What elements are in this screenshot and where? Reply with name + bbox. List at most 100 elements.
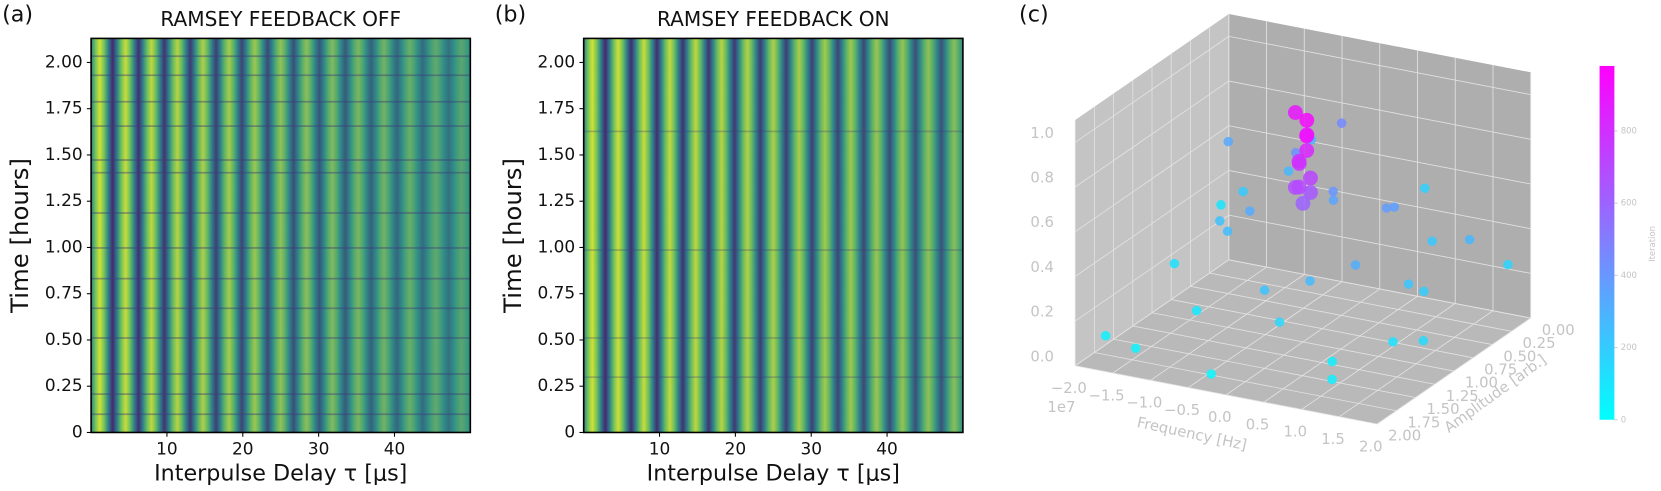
heatmap-streak	[91, 55, 471, 58]
y-tick-label: 2.00	[537, 51, 575, 71]
data-point	[1238, 186, 1248, 197]
x-tick-label: −0.5	[1164, 402, 1200, 419]
data-point	[1130, 343, 1141, 354]
colorbar-tick-label: 800	[1621, 125, 1637, 135]
data-point	[1206, 369, 1216, 379]
data-point	[1305, 276, 1315, 286]
heatmap-streak	[583, 376, 963, 379]
grid-line	[1151, 312, 1454, 372]
grid-line	[1074, 125, 1230, 233]
y-tick-label: 1.25	[537, 190, 575, 210]
y-tick-label: 2.00	[45, 51, 83, 71]
data-point	[1303, 170, 1318, 186]
x-tick-label: −1.5	[1089, 387, 1125, 404]
data-point	[1259, 285, 1270, 295]
x-tick-label: 10	[156, 438, 178, 458]
y-tick-label: 0	[564, 421, 575, 441]
data-point	[1283, 166, 1294, 176]
x-tick-label: −2.0	[1051, 380, 1087, 397]
heatmap-streak	[91, 413, 471, 416]
y-tick-label: 0	[72, 421, 83, 441]
data-point	[1389, 202, 1400, 212]
heatmap-streak	[91, 159, 471, 161]
grid-line	[1171, 299, 1474, 359]
data-point	[1223, 136, 1234, 147]
data-point	[1420, 183, 1430, 194]
x-tick-label: 20	[725, 438, 747, 458]
grid-line	[1075, 365, 1378, 425]
panel-label: (b)	[495, 2, 526, 28]
heatmap-streak	[583, 337, 963, 339]
data-point	[1403, 279, 1414, 289]
data-point	[1418, 336, 1429, 346]
y-tick-label: 1.50	[537, 144, 575, 164]
heatmap-streak	[583, 249, 963, 251]
x-axis-label: Interpulse Delay τ [μs]	[154, 460, 407, 486]
data-point	[1299, 143, 1315, 158]
data-point	[1191, 305, 1202, 316]
data-point	[1503, 259, 1513, 270]
data-point	[1327, 374, 1337, 385]
x-tick-label: 0.5	[1246, 416, 1270, 433]
data-point	[1381, 203, 1392, 213]
data-point	[1274, 317, 1285, 327]
grid-line	[1228, 35, 1531, 96]
y-tick-label: 0.25	[1523, 335, 1556, 352]
x-tick-label: 40	[876, 438, 898, 458]
y-tick-label: 1.25	[1446, 388, 1479, 405]
heatmap-streak	[91, 373, 471, 375]
data-point	[1464, 234, 1475, 245]
x-tick-label: 20	[232, 438, 254, 458]
y-tick-label: 0.00	[1542, 322, 1575, 339]
y-tick-label: 1.50	[45, 144, 83, 164]
y-axis-label: Time [hours]	[5, 158, 34, 314]
grid-line	[1074, 259, 1230, 367]
data-point	[1419, 286, 1429, 297]
y-tick-label: 1.00	[45, 236, 83, 256]
heatmap-streak	[91, 74, 471, 77]
x-tick-label: −1.0	[1126, 395, 1162, 412]
z-tick-label: 0.6	[1030, 214, 1054, 231]
heatmap-streak	[91, 307, 471, 310]
grid-line	[1132, 325, 1435, 385]
heatmap-streak	[91, 100, 471, 103]
colorbar-label: Iteration	[1647, 226, 1657, 262]
data-point	[1291, 153, 1307, 169]
grid-line	[1113, 338, 1416, 398]
y-tick-label: 0.25	[537, 375, 575, 395]
x-tick-label: 40	[384, 438, 406, 458]
y-axis-label: Time [hours]	[498, 158, 527, 314]
plot-frame	[582, 37, 964, 434]
data-point	[1328, 195, 1339, 205]
y-tick-label: 1.00	[537, 236, 575, 256]
data-point	[1295, 195, 1311, 211]
y-tick-label: 2.00	[1388, 428, 1421, 445]
x-axis-label: Interpulse Delay τ [μs]	[647, 460, 900, 486]
x-tick-label: 30	[308, 438, 330, 458]
data-point	[1216, 200, 1226, 210]
x-tick-label: 30	[800, 438, 822, 458]
grid-line	[1190, 285, 1493, 345]
data-point	[1350, 260, 1361, 270]
data-point	[1328, 186, 1338, 197]
chart-title: RAMSEY FEEDBACK OFF	[160, 7, 401, 31]
y-tick-label: 0.50	[1503, 348, 1536, 365]
y-tick-label: 1.25	[45, 190, 83, 210]
data-point	[1427, 236, 1437, 246]
y-tick-label: 0.75	[45, 283, 83, 303]
x-tick-label: 2.0	[1359, 438, 1383, 455]
data-point	[1299, 112, 1315, 128]
colorbar-tick-label: 600	[1621, 198, 1637, 208]
grid-line	[1094, 352, 1397, 412]
data-point	[1245, 206, 1255, 216]
heatmap-streak	[91, 393, 471, 395]
grid-line	[1209, 272, 1512, 332]
data-point	[1222, 226, 1233, 236]
heatmap-fade	[91, 38, 471, 433]
z-tick-label: 0.8	[1030, 170, 1054, 187]
heatmap-streak	[91, 171, 471, 174]
grid-line	[1228, 259, 1531, 319]
grid-line	[1074, 36, 1230, 143]
data-point	[1100, 330, 1111, 341]
